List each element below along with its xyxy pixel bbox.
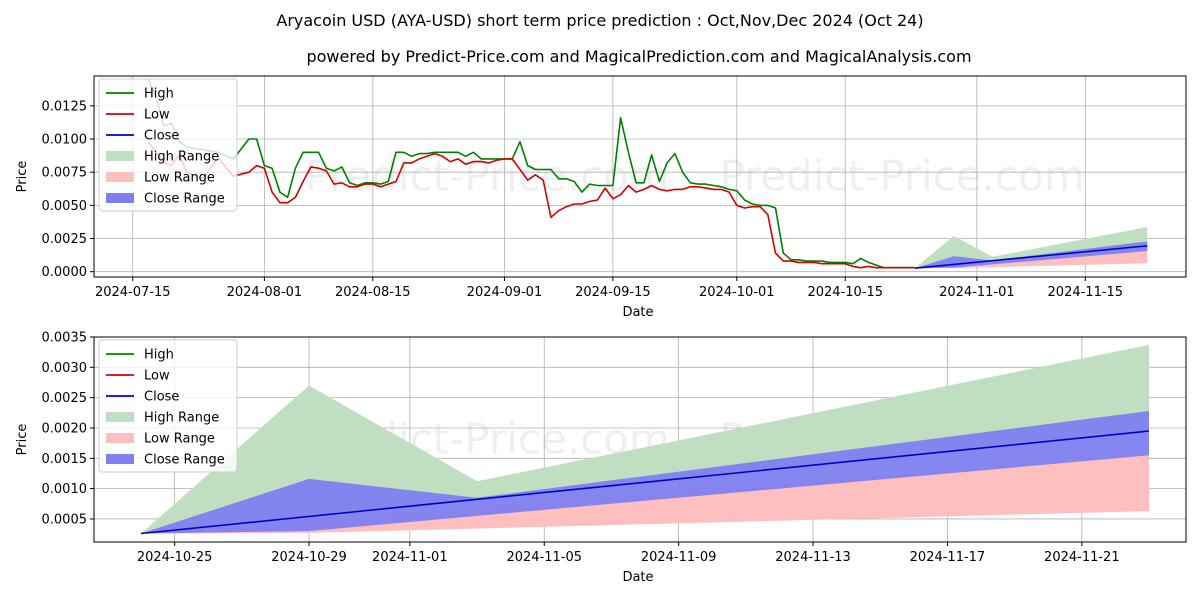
x-tick-label: 2024-10-01 <box>699 285 775 300</box>
plot-frame <box>93 336 1187 543</box>
close-range-band <box>914 241 1148 269</box>
x-tick-label: 2024-11-09 <box>641 550 717 565</box>
y-tick-label: 0.0035 <box>42 331 88 346</box>
legend-label-high: High <box>144 348 174 363</box>
y-tick-label: 0.0005 <box>42 512 88 527</box>
plot-frame <box>93 75 1187 278</box>
legend-label-low: Low <box>144 369 170 384</box>
legend-swatch-close-range <box>106 193 134 203</box>
y-tick-label: 0.0015 <box>42 452 88 467</box>
legend: High Low Close High Range Low Range Close Ran… <box>98 78 238 212</box>
legend-label-high: High <box>144 87 174 102</box>
x-tick-label: 2024-09-15 <box>575 285 651 300</box>
x-tick-label: 2024-11-13 <box>775 550 851 565</box>
x-tick-label: 2024-11-01 <box>939 285 1015 300</box>
y-tick-label: 0.0025 <box>42 232 88 247</box>
legend-label-low-range: Low Range <box>144 432 215 447</box>
legend-label-close-range: Close Range <box>144 453 225 468</box>
legend-label-high-range: High Range <box>144 411 219 426</box>
low-range-band <box>141 455 1149 534</box>
y-axis-label: Price <box>15 424 30 456</box>
x-tick-label: 2024-09-01 <box>467 285 543 300</box>
chart-title: Aryacoin USD (AYA-USD) short term price … <box>276 11 923 30</box>
x-tick-label: 2024-10-29 <box>271 550 347 565</box>
legend: High Low Close High Range Low Range Close Ran… <box>98 339 238 473</box>
x-axis-label: Date <box>622 305 653 320</box>
x-tick-label: 2024-11-21 <box>1044 550 1120 565</box>
x-tick-label: 2024-10-25 <box>137 550 213 565</box>
legend-swatch-low-range <box>106 433 134 443</box>
high-range-band <box>914 227 1148 269</box>
top-panel: Predict-Price.com Predict-Price.com2024-0… <box>15 75 1187 320</box>
legend-label-low-range: Low Range <box>144 171 215 186</box>
x-tick-label: 2024-11-15 <box>1048 285 1124 300</box>
legend-label-low: Low <box>144 108 170 123</box>
close-line <box>140 430 1150 535</box>
x-tick-label: 2024-07-15 <box>95 285 171 300</box>
high-range-band <box>141 344 1149 534</box>
high-line <box>147 78 915 269</box>
legend-label-close: Close <box>144 129 179 144</box>
x-tick-label: 2024-08-15 <box>335 285 411 300</box>
x-tick-label: 2024-11-17 <box>910 550 986 565</box>
low-line <box>147 141 915 269</box>
x-tick-label: 2024-11-01 <box>372 550 448 565</box>
y-axis-label: Price <box>15 161 30 193</box>
close-range-band <box>141 411 1149 534</box>
watermark-text: Predict-Price.com <box>719 152 1084 201</box>
legend-swatch-low-range <box>106 172 134 182</box>
y-tick-label: 0.0000 <box>42 265 88 280</box>
x-axis-label: Date <box>622 570 653 585</box>
low-range-band <box>914 251 1148 269</box>
close-line <box>914 245 1148 269</box>
y-tick-label: 0.0075 <box>42 166 88 181</box>
y-tick-label: 0.0025 <box>42 391 88 406</box>
legend-label-close: Close <box>144 390 179 405</box>
bottom-panel: Predict-Price.comPredict-Price.com2024-1… <box>15 331 1187 585</box>
chart-subtitle: powered by Predict-Price.com and Magical… <box>306 47 971 66</box>
legend-label-close-range: Close Range <box>144 192 225 207</box>
y-tick-label: 0.0050 <box>42 199 88 214</box>
legend-swatch-high-range <box>106 412 134 422</box>
y-tick-label: 0.0010 <box>42 482 88 497</box>
x-tick-label: 2024-10-15 <box>807 285 883 300</box>
y-tick-label: 0.0125 <box>42 99 88 114</box>
legend-label-high-range: High Range <box>144 150 219 165</box>
legend-swatch-close-range <box>106 454 134 464</box>
y-tick-label: 0.0100 <box>42 133 88 148</box>
x-tick-label: 2024-08-01 <box>227 285 303 300</box>
y-tick-label: 0.0030 <box>42 361 88 376</box>
x-tick-label: 2024-11-05 <box>506 550 582 565</box>
y-tick-label: 0.0020 <box>42 421 88 436</box>
legend-swatch-high-range <box>106 151 134 161</box>
